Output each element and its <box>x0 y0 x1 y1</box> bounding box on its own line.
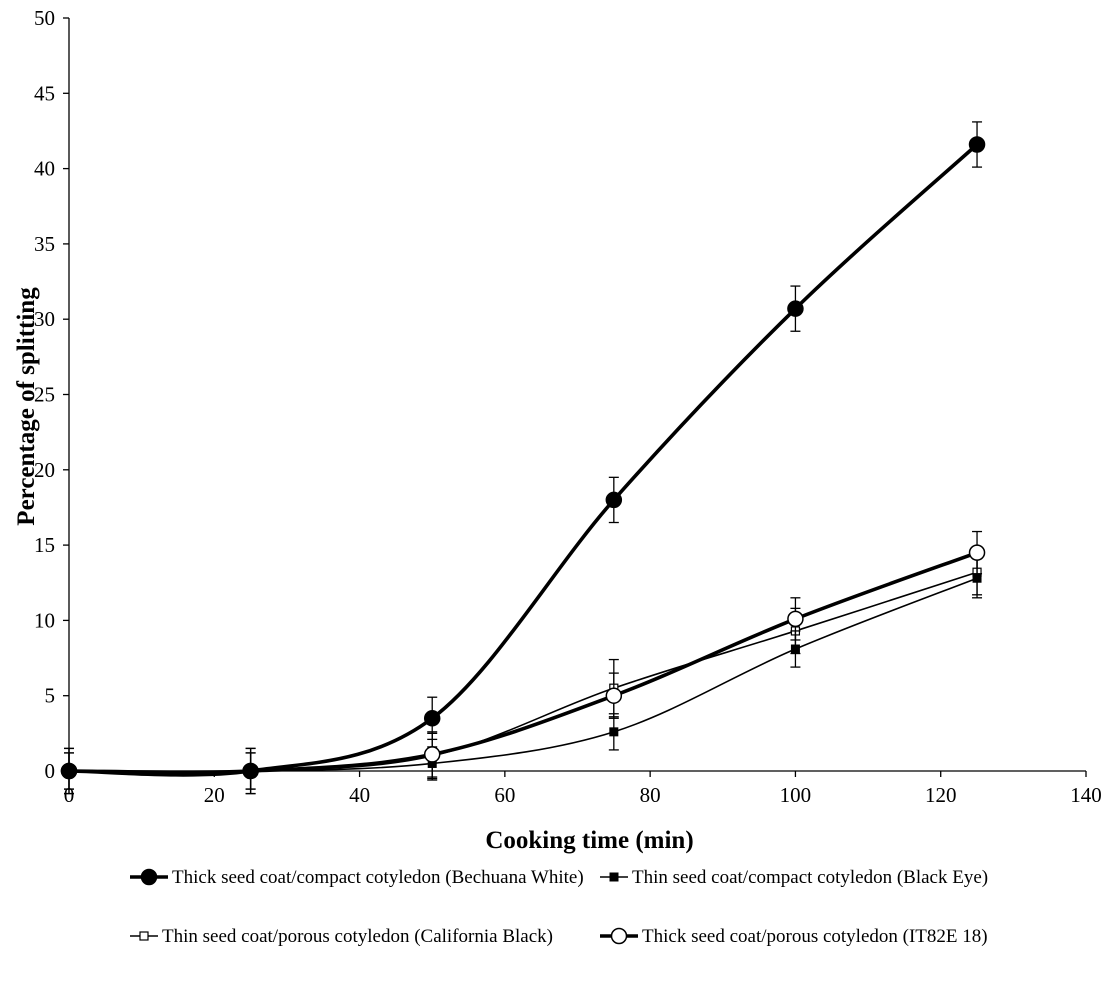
data-point <box>243 764 258 779</box>
y-tick-label: 40 <box>34 157 55 181</box>
y-tick-label: 10 <box>34 608 55 632</box>
legend: Thick seed coat/compact cotyledon (Bechu… <box>130 867 988 947</box>
y-tick-label: 50 <box>34 6 55 30</box>
series-4 <box>62 532 985 794</box>
legend-label: Thick seed coat/porous cotyledon (IT82E … <box>642 926 988 947</box>
series-1 <box>62 122 985 794</box>
x-tick-label: 20 <box>204 783 225 807</box>
data-point <box>62 764 77 779</box>
x-tick-label: 120 <box>925 783 957 807</box>
legend-item-1: Thick seed coat/compact cotyledon (Bechu… <box>130 867 584 888</box>
y-tick-label: 0 <box>45 759 56 783</box>
legend-item-2: Thin seed coat/compact cotyledon (Black … <box>600 867 988 888</box>
series-line <box>69 145 977 775</box>
y-tick-label: 35 <box>34 232 55 256</box>
data-point <box>606 688 621 703</box>
data-point <box>973 574 981 582</box>
data-point <box>970 137 985 152</box>
legend-marker <box>140 932 148 940</box>
data-point <box>788 301 803 316</box>
x-tick-label: 80 <box>640 783 661 807</box>
legend-label: Thin seed coat/porous cotyledon (Califor… <box>162 926 553 947</box>
x-tick-label: 140 <box>1070 783 1102 807</box>
legend-marker <box>610 873 618 881</box>
x-axis-title: Cooking time (min) <box>485 827 693 854</box>
x-tick-label: 40 <box>349 783 370 807</box>
legend-item-3: Thin seed coat/porous cotyledon (Califor… <box>130 926 553 947</box>
y-tick-label: 5 <box>45 684 56 708</box>
x-tick-label: 100 <box>780 783 812 807</box>
data-point <box>788 611 803 626</box>
data-point <box>610 728 618 736</box>
data-point <box>606 492 621 507</box>
data-point <box>970 545 985 560</box>
series-layer <box>62 122 985 794</box>
legend-label: Thick seed coat/compact cotyledon (Bechu… <box>172 867 584 888</box>
y-tick-label: 45 <box>34 81 55 105</box>
data-point <box>425 711 440 726</box>
y-tick-label: 15 <box>34 533 55 557</box>
series-line <box>69 553 977 773</box>
legend-item-4: Thick seed coat/porous cotyledon (IT82E … <box>600 926 988 947</box>
y-axis-title: Percentage of splitting <box>13 287 40 526</box>
data-point <box>425 747 440 762</box>
legend-marker <box>142 870 157 885</box>
x-tick-label: 60 <box>494 783 515 807</box>
series-2 <box>64 559 982 789</box>
legend-label: Thin seed coat/compact cotyledon (Black … <box>632 867 988 888</box>
series-line <box>69 578 977 771</box>
data-point <box>791 645 799 653</box>
legend-marker <box>612 929 627 944</box>
